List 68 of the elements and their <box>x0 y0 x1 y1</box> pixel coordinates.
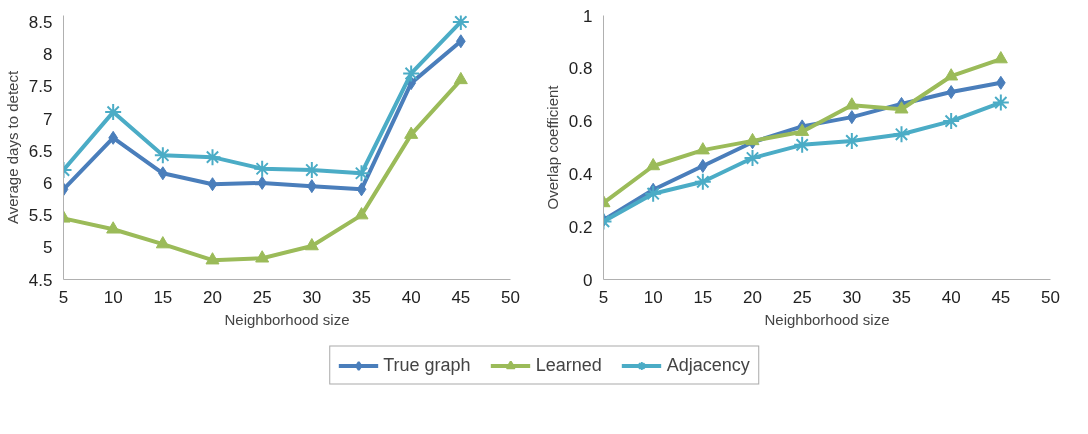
point <box>106 221 121 234</box>
x-tick-label: 35 <box>892 287 911 307</box>
point <box>844 97 859 110</box>
y-axis-title: Overlap coefficient <box>543 84 561 210</box>
point <box>155 236 170 249</box>
y-axis-title: Average days to detect <box>3 70 21 225</box>
y-tick-label: 8.5 <box>28 12 53 32</box>
point <box>942 112 961 131</box>
x-axis-title: Neighborhood size <box>224 310 350 328</box>
x-tick-label: 15 <box>693 287 713 307</box>
x-tick-label: 40 <box>941 287 961 307</box>
x-axis-title: Neighborhood size <box>764 310 890 328</box>
x-tick-label: 20 <box>743 287 762 307</box>
point <box>745 132 760 146</box>
y-tick-label: 6 <box>43 173 53 193</box>
point <box>894 101 909 114</box>
point <box>991 93 1010 112</box>
y-tick-label: 5 <box>43 238 53 258</box>
point <box>646 157 661 171</box>
x-tick-label: 15 <box>153 287 173 307</box>
point <box>354 207 369 220</box>
x-tick-label: 40 <box>401 287 421 307</box>
x-tick-label: 10 <box>103 287 123 307</box>
x-tick-label: 35 <box>352 287 371 307</box>
x-tick-label: 30 <box>842 287 862 307</box>
point <box>993 51 1008 64</box>
point <box>255 250 270 263</box>
point <box>944 68 959 81</box>
point <box>795 123 810 136</box>
legend-label: Learned <box>535 354 602 376</box>
x-tick-label: 45 <box>991 287 1011 307</box>
y-tick-label: 0 <box>583 270 593 290</box>
point <box>695 142 710 155</box>
x-tick-label: 5 <box>58 287 69 307</box>
y-tick-label: 8 <box>43 45 53 65</box>
y-tick-label: 1 <box>583 6 593 26</box>
x-tick-label: 50 <box>501 287 520 307</box>
legend-label: True graph <box>383 354 471 376</box>
point <box>743 149 762 168</box>
point <box>352 164 371 183</box>
y-tick-label: 0.4 <box>568 164 593 184</box>
point <box>693 172 712 191</box>
x-tick-label: 30 <box>302 287 322 307</box>
x-tick-label: 25 <box>252 287 272 307</box>
x-tick-label: 50 <box>1041 287 1060 307</box>
y-tick-label: 6.5 <box>28 141 53 161</box>
y-tick-label: 0.2 <box>568 217 593 237</box>
x-tick-label: 25 <box>792 287 812 307</box>
y-tick-label: 7 <box>43 109 53 129</box>
y-tick-label: 0.6 <box>568 112 593 132</box>
y-tick-label: 5.5 <box>28 206 53 226</box>
y-tick-label: 4.5 <box>28 270 53 290</box>
point <box>104 103 123 122</box>
point <box>892 125 911 144</box>
point <box>356 182 367 197</box>
x-tick-label: 10 <box>643 287 663 307</box>
point <box>644 184 663 203</box>
point <box>451 15 470 31</box>
y-tick-label: 7.5 <box>28 77 53 97</box>
point <box>205 252 220 265</box>
x-tick-label: 20 <box>203 287 222 307</box>
point <box>304 238 319 251</box>
legend-label: Adjacency <box>666 354 750 376</box>
y-tick-label: 0.8 <box>568 59 593 79</box>
x-tick-label: 45 <box>451 287 471 307</box>
point <box>207 177 218 192</box>
point <box>402 64 421 83</box>
x-tick-label: 5 <box>598 287 609 307</box>
